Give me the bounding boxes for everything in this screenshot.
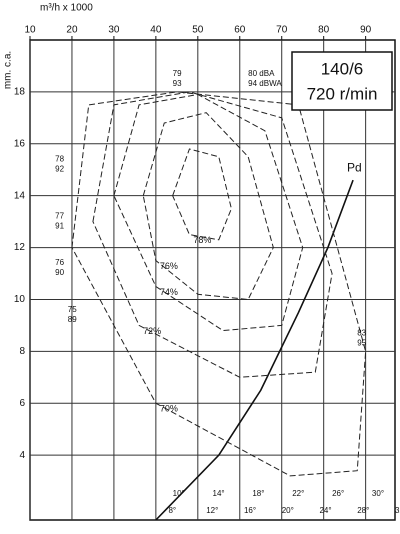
angle-label: 16°	[244, 506, 256, 515]
efficiency-label: 72%	[143, 326, 161, 336]
noise-label: 75	[68, 305, 77, 314]
angle-label: 14°	[213, 489, 225, 498]
angle-label: 30°	[372, 489, 384, 498]
noise-label: 76	[55, 258, 64, 267]
noise-label: 80 dBA	[248, 69, 275, 78]
noise-label: 83	[357, 328, 366, 337]
angle-label: 26°	[332, 489, 344, 498]
noise-label: 94 dBWA	[248, 79, 282, 88]
y-tick-label: 10	[14, 294, 26, 305]
noise-label: 78	[55, 154, 64, 163]
x-tick-label: 30	[108, 25, 120, 36]
efficiency-contour	[142, 112, 274, 300]
efficiency-label: 76%	[160, 261, 178, 271]
angle-label: 8°	[168, 506, 176, 515]
angle-label: 24°	[319, 506, 331, 515]
y-tick-label: 12	[14, 242, 26, 253]
y-axis-label: mm. c.a.	[3, 51, 14, 89]
x-tick-label: 20	[66, 25, 78, 36]
x-tick-label: 10	[24, 25, 36, 36]
noise-label: 92	[55, 164, 64, 173]
y-tick-label: 4	[19, 450, 25, 461]
angle-label: 10°	[173, 489, 185, 498]
series-label: Pd	[347, 160, 362, 174]
efficiency-label: 74%	[160, 287, 178, 297]
angle-label: 20°	[282, 506, 294, 515]
noise-label: 90	[55, 268, 64, 277]
chart-subtitle: 720 r/min	[307, 84, 378, 103]
noise-label: 89	[68, 315, 77, 324]
angle-label: 22°	[292, 489, 304, 498]
noise-label: 93	[173, 79, 182, 88]
noise-label: 91	[55, 222, 64, 231]
y-tick-label: 8	[19, 346, 25, 357]
angle-label: 32°	[395, 506, 400, 515]
x-axis-label: m³/h x 1000	[40, 3, 93, 14]
title-box	[291, 51, 393, 111]
efficiency-contour	[71, 91, 367, 477]
y-tick-label: 18	[14, 87, 26, 98]
x-tick-label: 70	[276, 25, 288, 36]
efficiency-contour	[172, 148, 232, 241]
y-tick-label: 16	[14, 138, 26, 149]
angle-label: 28°	[357, 506, 369, 515]
series-line	[155, 179, 354, 521]
x-tick-label: 60	[234, 25, 246, 36]
noise-label: 95	[357, 338, 366, 347]
y-tick-label: 14	[14, 190, 26, 201]
chart-title: 140/6	[321, 59, 364, 78]
efficiency-label: 70%	[160, 404, 178, 414]
x-tick-label: 90	[360, 25, 372, 36]
x-tick-label: 40	[150, 25, 162, 36]
y-tick-label: 6	[19, 398, 25, 409]
efficiency-contour	[92, 91, 333, 378]
x-tick-label: 50	[192, 25, 204, 36]
angle-label: 18°	[252, 489, 264, 498]
noise-label: 77	[55, 212, 64, 221]
noise-label: 79	[173, 69, 182, 78]
x-tick-label: 80	[318, 25, 330, 36]
angle-label: 12°	[206, 506, 218, 515]
efficiency-contour	[113, 93, 304, 332]
efficiency-label: 78%	[193, 235, 211, 245]
